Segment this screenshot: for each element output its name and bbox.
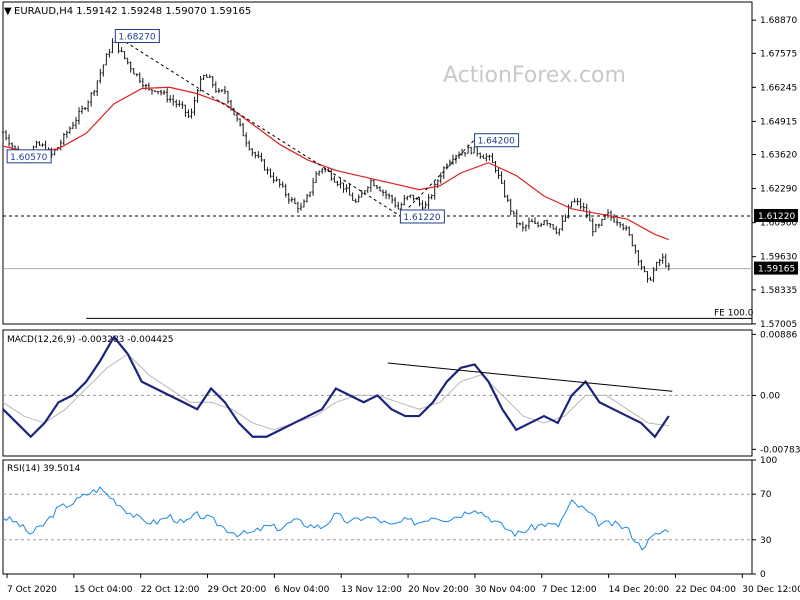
time-tick-label: 7 Oct 2020 [7, 585, 57, 595]
time-tick-label: 13 Nov 12:00 [341, 585, 402, 595]
price-annotation-box [399, 209, 445, 224]
macd-y-tick-label: 0.00 [760, 391, 780, 401]
fe-label: FE 100.0 [714, 308, 754, 318]
price-annotation-label: 1.61220 [403, 213, 440, 223]
rsi-y-tick-label: 30 [760, 536, 772, 546]
time-tick-label: 29 Oct 20:00 [208, 585, 267, 595]
rsi-line [2, 486, 670, 551]
price-annotation-box [6, 149, 52, 164]
price-annotation-label: 1.64200 [478, 137, 515, 147]
price-y-tick-label: 1.60960 [760, 219, 797, 229]
macd-line [2, 334, 670, 439]
macd-signal-line [2, 353, 669, 431]
support-price-box [754, 208, 798, 222]
macd-y-tick-label: -0.007834 [760, 445, 800, 455]
fib-trendline [115, 35, 401, 217]
price-y-tick-label: 1.62290 [760, 185, 797, 195]
price-y-tick-label: 1.64915 [760, 117, 797, 127]
price-y-tick-label: 1.68870 [760, 16, 797, 26]
time-tick-label: 30 Nov 04:00 [475, 585, 536, 595]
macd-title: MACD(12,26,9) -0.003283 -0.004425 [7, 335, 173, 345]
fib-trendline [400, 139, 475, 217]
price-panel: 1.68870 1.67575 1.66245 1.64915 1.63620 1.622… [1, 16, 798, 330]
price-annotation-label: 1.60570 [10, 153, 47, 163]
price-y-tick-label: 1.58335 [760, 286, 797, 296]
price-y-tick-label: 1.67575 [760, 49, 797, 59]
time-tick-label: 15 Oct 04:00 [74, 585, 133, 595]
price-annotation-box [114, 29, 160, 44]
moving-average-line [2, 86, 669, 241]
macd-panel: MACD(12,26,9) -0.003283 -0.004425 0.00886… [2, 330, 800, 455]
rsi-y-tick-label: 70 [760, 490, 772, 500]
rsi-y-tick-label: 0 [760, 570, 766, 580]
price-annotation-box [474, 133, 520, 148]
time-tick-label: 22 Dec 04:00 [675, 585, 736, 595]
rsi-panel: RSI(14) 39.5014 100 70 30 0 [2, 456, 777, 580]
price-y-tick-label: 1.66245 [760, 83, 797, 93]
price-annotation-label: 1.68270 [118, 33, 155, 43]
time-tick-label: 6 Nov 04:00 [274, 585, 329, 595]
rsi-y-tick-label: 100 [760, 456, 777, 466]
price-y-tick-label: 1.59630 [760, 253, 797, 263]
rsi-title: RSI(14) 39.5014 [7, 464, 80, 474]
current-price-label: 1.59165 [758, 265, 795, 275]
macd-trendline [387, 362, 673, 392]
macd-y-tick-label: 0.00886 [760, 330, 797, 340]
header-triangle-icon: ▼ [4, 6, 12, 17]
symbol-header: EURAUD,H4 1.59142 1.59248 1.59070 1.5916… [14, 6, 251, 17]
price-frame [2, 1, 753, 325]
current-price-box [754, 261, 798, 275]
time-tick-label: 20 Nov 20:00 [408, 585, 469, 595]
time-tick-label: 14 Dec 20:00 [609, 585, 670, 595]
rsi-frame [2, 459, 753, 575]
time-axis: 7 Oct 2020 15 Oct 04:00 22 Oct 12:00 29 Oct… [6, 574, 800, 595]
support-price-label: 1.61220 [758, 212, 795, 222]
macd-frame [2, 329, 753, 457]
time-tick-label: 7 Dec 12:00 [542, 585, 597, 595]
time-tick-label: 22 Oct 12:00 [141, 585, 200, 595]
panels [2, 1, 753, 575]
time-tick-label: 30 Dec 12:00 [742, 585, 800, 595]
price-y-tick-label: 1.57005 [760, 320, 797, 330]
price-y-tick-label: 1.63620 [760, 151, 797, 161]
watermark: ActionForex.com [443, 63, 626, 88]
